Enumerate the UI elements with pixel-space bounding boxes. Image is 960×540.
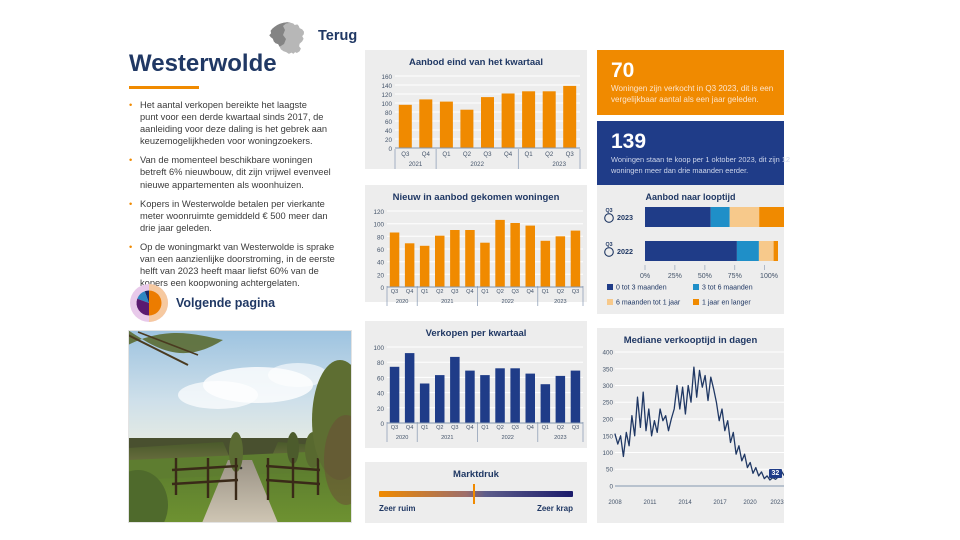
svg-text:Q4: Q4 — [422, 151, 431, 158]
svg-text:2023: 2023 — [770, 500, 784, 506]
svg-text:2020: 2020 — [743, 500, 757, 506]
svg-text:Q4: Q4 — [466, 289, 473, 295]
svg-text:20: 20 — [385, 137, 393, 144]
svg-text:Q1: Q1 — [442, 151, 451, 158]
svg-text:Q4: Q4 — [526, 289, 533, 295]
svg-text:40: 40 — [377, 391, 385, 398]
svg-text:20: 20 — [377, 406, 385, 413]
svg-text:Q3: Q3 — [451, 289, 458, 295]
svg-text:150: 150 — [602, 433, 613, 440]
svg-text:160: 160 — [381, 74, 392, 81]
svg-text:2021: 2021 — [441, 435, 453, 441]
svg-text:2020: 2020 — [396, 435, 408, 441]
svg-text:20: 20 — [377, 272, 385, 279]
svg-text:25%: 25% — [668, 273, 682, 280]
svg-text:Q3: Q3 — [451, 425, 458, 431]
svg-text:0%: 0% — [640, 273, 650, 280]
svg-text:50%: 50% — [698, 273, 712, 280]
svg-text:2023: 2023 — [552, 161, 566, 168]
svg-text:50: 50 — [606, 467, 614, 474]
svg-text:350: 350 — [602, 366, 613, 373]
svg-text:2022: 2022 — [501, 299, 513, 305]
svg-text:200: 200 — [602, 417, 613, 424]
svg-text:Q3: Q3 — [605, 242, 612, 248]
svg-text:80: 80 — [385, 110, 393, 117]
svg-text:2008: 2008 — [608, 500, 622, 506]
svg-text:120: 120 — [381, 92, 392, 99]
svg-text:100: 100 — [373, 345, 384, 352]
svg-text:Q1: Q1 — [542, 289, 549, 295]
svg-text:6 maanden tot 1 jaar: 6 maanden tot 1 jaar — [616, 300, 681, 307]
svg-text:3 tot 6 maanden: 3 tot 6 maanden — [702, 285, 753, 292]
svg-text:Q2: Q2 — [463, 151, 472, 158]
svg-text:300: 300 — [602, 383, 613, 390]
svg-text:2023: 2023 — [554, 299, 566, 305]
svg-text:Q1: Q1 — [421, 425, 428, 431]
svg-text:100: 100 — [602, 450, 613, 457]
svg-text:Q1: Q1 — [481, 289, 488, 295]
svg-text:Q3: Q3 — [566, 151, 575, 158]
svg-text:2021: 2021 — [441, 299, 453, 305]
svg-text:Q3: Q3 — [391, 425, 398, 431]
svg-text:1 jaar en langer: 1 jaar en langer — [702, 300, 751, 307]
svg-text:Q1: Q1 — [542, 425, 549, 431]
svg-text:Q4: Q4 — [504, 151, 513, 158]
svg-text:2022: 2022 — [501, 435, 513, 441]
svg-text:Q4: Q4 — [406, 289, 413, 295]
svg-text:2021: 2021 — [409, 161, 423, 168]
svg-text:40: 40 — [385, 128, 393, 135]
svg-text:Q3: Q3 — [605, 208, 612, 214]
svg-text:400: 400 — [602, 350, 613, 357]
svg-text:100%: 100% — [760, 273, 778, 280]
svg-text:Q2: Q2 — [557, 425, 564, 431]
svg-text:2023: 2023 — [554, 435, 566, 441]
svg-text:Q3: Q3 — [511, 289, 518, 295]
svg-text:Q2: Q2 — [436, 425, 443, 431]
svg-text:Q2: Q2 — [436, 289, 443, 295]
svg-text:Q4: Q4 — [526, 425, 533, 431]
svg-text:140: 140 — [381, 83, 392, 90]
svg-text:2020: 2020 — [396, 299, 408, 305]
svg-text:100: 100 — [373, 222, 384, 229]
svg-text:Q3: Q3 — [572, 289, 579, 295]
svg-text:2011: 2011 — [644, 500, 658, 506]
svg-text:0 tot 3 maanden: 0 tot 3 maanden — [616, 285, 667, 292]
svg-text:80: 80 — [377, 234, 385, 241]
svg-text:2023: 2023 — [617, 213, 633, 222]
svg-text:Q2: Q2 — [557, 289, 564, 295]
svg-text:Q3: Q3 — [391, 289, 398, 295]
svg-text:Q3: Q3 — [572, 425, 579, 431]
svg-text:2017: 2017 — [713, 500, 727, 506]
svg-text:Q1: Q1 — [525, 151, 534, 158]
svg-text:75%: 75% — [728, 273, 742, 280]
svg-text:Q2: Q2 — [496, 289, 503, 295]
svg-text:Q1: Q1 — [421, 289, 428, 295]
svg-text:80: 80 — [377, 360, 385, 367]
svg-text:Q2: Q2 — [545, 151, 554, 158]
svg-text:Q3: Q3 — [511, 425, 518, 431]
svg-text:Q3: Q3 — [401, 151, 410, 158]
svg-text:120: 120 — [373, 209, 384, 216]
svg-text:60: 60 — [377, 247, 385, 254]
svg-text:Q4: Q4 — [406, 425, 413, 431]
svg-text:60: 60 — [377, 375, 385, 382]
svg-text:0: 0 — [609, 484, 613, 491]
svg-text:2022: 2022 — [617, 247, 633, 256]
svg-text:Q4: Q4 — [466, 425, 473, 431]
svg-text:100: 100 — [381, 101, 392, 108]
svg-text:2022: 2022 — [470, 161, 484, 168]
svg-text:40: 40 — [377, 260, 385, 267]
svg-text:Q1: Q1 — [481, 425, 488, 431]
svg-text:Q3: Q3 — [483, 151, 492, 158]
svg-text:60: 60 — [385, 119, 393, 126]
svg-text:2014: 2014 — [678, 500, 692, 506]
svg-text:Q2: Q2 — [496, 425, 503, 431]
svg-text:250: 250 — [602, 400, 613, 407]
